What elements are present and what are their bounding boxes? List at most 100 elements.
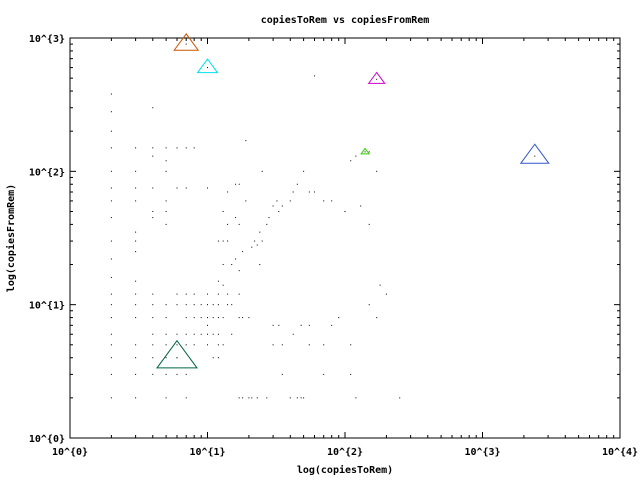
data-point bbox=[110, 217, 112, 219]
data-point bbox=[207, 344, 208, 346]
data-point bbox=[176, 333, 178, 335]
data-point bbox=[165, 210, 167, 212]
data-point bbox=[165, 397, 167, 399]
data-point bbox=[368, 223, 370, 225]
data-point bbox=[308, 344, 310, 346]
data-point bbox=[272, 324, 274, 326]
data-point bbox=[266, 223, 268, 225]
data-point bbox=[259, 264, 261, 266]
data-point bbox=[238, 317, 240, 319]
data-point bbox=[296, 397, 298, 399]
data-point bbox=[193, 147, 195, 149]
triangle-marker bbox=[173, 33, 200, 51]
data-point bbox=[222, 317, 224, 319]
data-point bbox=[259, 231, 261, 233]
data-point bbox=[251, 397, 253, 399]
data-point bbox=[200, 333, 202, 335]
data-point bbox=[110, 344, 112, 346]
data-point bbox=[165, 200, 167, 202]
data-point bbox=[261, 170, 263, 172]
data-point bbox=[110, 317, 112, 319]
data-point bbox=[110, 397, 112, 399]
data-point bbox=[207, 187, 208, 189]
data-point bbox=[300, 324, 302, 326]
data-point bbox=[135, 147, 137, 149]
data-point bbox=[152, 357, 154, 359]
data-point bbox=[238, 183, 240, 185]
data-point bbox=[135, 187, 137, 189]
data-point bbox=[152, 293, 154, 295]
data-point bbox=[248, 397, 250, 399]
data-point bbox=[135, 293, 137, 295]
data-point bbox=[110, 357, 112, 359]
data-point bbox=[245, 200, 247, 202]
data-point bbox=[227, 304, 229, 306]
data-point bbox=[110, 111, 112, 113]
data-point bbox=[355, 397, 357, 399]
data-point bbox=[185, 333, 187, 335]
data-point bbox=[207, 324, 208, 326]
x-tick-label: 10^{4} bbox=[602, 447, 638, 458]
data-points bbox=[110, 75, 401, 399]
data-point bbox=[242, 317, 244, 319]
chart-title: copiesToRem vs copiesFromRem bbox=[261, 14, 430, 26]
data-point bbox=[222, 210, 224, 212]
data-point bbox=[176, 147, 178, 149]
data-point bbox=[222, 284, 224, 286]
data-point bbox=[165, 317, 167, 319]
data-point bbox=[222, 344, 224, 346]
data-point bbox=[110, 93, 112, 95]
data-point bbox=[212, 317, 214, 319]
data-point bbox=[231, 304, 233, 306]
data-point bbox=[110, 293, 112, 295]
data-point bbox=[338, 317, 340, 319]
data-point bbox=[350, 373, 352, 375]
data-point bbox=[238, 293, 240, 295]
data-point bbox=[110, 304, 112, 306]
data-point bbox=[376, 317, 378, 319]
data-point bbox=[135, 240, 137, 242]
triangle-marker bbox=[367, 71, 386, 84]
data-point bbox=[222, 240, 224, 242]
data-point bbox=[355, 155, 357, 157]
data-point bbox=[152, 373, 154, 375]
data-point bbox=[185, 344, 187, 346]
data-point bbox=[212, 357, 214, 359]
data-point bbox=[227, 191, 229, 193]
y-axis-label: log(copiesFromRem) bbox=[5, 184, 17, 292]
data-point bbox=[110, 240, 112, 242]
data-point bbox=[165, 344, 167, 346]
data-point bbox=[281, 205, 283, 207]
data-point bbox=[245, 140, 247, 142]
data-point bbox=[200, 317, 202, 319]
data-point bbox=[152, 210, 154, 212]
data-point bbox=[217, 344, 219, 346]
data-point bbox=[242, 397, 244, 399]
data-point bbox=[217, 333, 219, 335]
data-point bbox=[176, 187, 178, 189]
data-point bbox=[152, 333, 154, 335]
data-point bbox=[135, 304, 137, 306]
data-point bbox=[135, 344, 137, 346]
data-point bbox=[235, 217, 237, 219]
data-point bbox=[110, 276, 112, 278]
data-point bbox=[251, 246, 253, 248]
data-point bbox=[185, 187, 187, 189]
data-point bbox=[165, 223, 167, 225]
data-point bbox=[185, 304, 187, 306]
data-point bbox=[308, 191, 310, 193]
data-point bbox=[212, 304, 214, 306]
data-point bbox=[292, 191, 294, 193]
data-point bbox=[152, 107, 154, 109]
data-point bbox=[212, 333, 214, 335]
triangle-marker bbox=[156, 339, 198, 369]
x-tick-label: 10^{3} bbox=[464, 447, 500, 458]
data-point bbox=[135, 317, 137, 319]
data-point bbox=[344, 210, 346, 212]
data-point bbox=[110, 147, 112, 149]
data-point bbox=[350, 160, 352, 162]
data-point bbox=[207, 333, 208, 335]
data-point bbox=[323, 344, 325, 346]
data-point bbox=[385, 293, 387, 295]
